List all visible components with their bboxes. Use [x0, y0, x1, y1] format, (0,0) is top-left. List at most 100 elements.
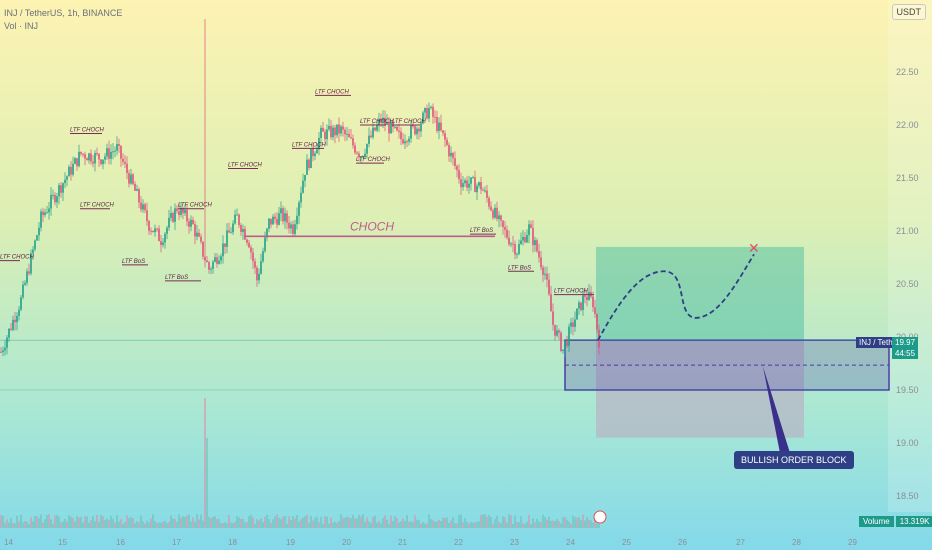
volume-bar: [160, 522, 162, 528]
ltf-label: LTF CHOCH: [315, 89, 349, 95]
candle-body: [208, 262, 210, 270]
volume-bar: [572, 515, 574, 528]
candle-body: [34, 240, 36, 250]
volume-bar: [252, 517, 254, 528]
volume-bar: [286, 523, 288, 528]
volume-bar: [512, 523, 514, 528]
volume-bar: [472, 522, 474, 528]
symbol-price-badge: INJ / TetherUS: [856, 337, 914, 348]
volume-bar: [538, 521, 540, 528]
candle-body: [460, 179, 462, 188]
volume-bar: [66, 521, 68, 528]
volume-bar: [464, 518, 466, 528]
candle-body: [496, 207, 498, 220]
candle-body: [230, 232, 232, 234]
candle-body: [570, 322, 572, 327]
candle-body: [42, 211, 44, 216]
volume-bar: [158, 522, 160, 528]
volume-bar: [366, 517, 368, 528]
volume-bar: [224, 522, 226, 528]
candle-body: [408, 138, 410, 142]
candle-body: [452, 152, 454, 159]
candle-body: [58, 185, 60, 197]
candle-body: [216, 257, 218, 264]
volume-bar: [566, 519, 568, 528]
candle-body: [582, 295, 584, 311]
candle-body: [276, 218, 278, 225]
candle-body: [416, 128, 418, 135]
candle-body: [146, 210, 148, 222]
candle-body: [314, 153, 316, 157]
candle-body: [210, 268, 212, 270]
candle-body: [112, 151, 114, 153]
volume-bar: [420, 523, 422, 528]
volume-bar: [148, 522, 150, 528]
ltf-label: LTF CHOCH: [554, 289, 588, 295]
candle-body: [572, 322, 574, 327]
candle-body: [368, 135, 370, 145]
candle-body: [560, 332, 562, 351]
volume-bar: [514, 515, 516, 528]
volume-bar: [46, 515, 48, 528]
candle-body: [304, 174, 306, 181]
volume-bar: [582, 514, 584, 528]
volume-bar: [112, 518, 114, 528]
candle-body: [262, 251, 264, 262]
volume-bar: [550, 520, 552, 528]
volume-bar: [590, 520, 592, 528]
candle-body: [338, 124, 340, 134]
volume-bar: [20, 514, 22, 528]
target-marker: ✕: [748, 240, 760, 256]
candle-body: [100, 159, 102, 165]
volume-bar: [374, 515, 376, 528]
candle-body: [332, 127, 334, 138]
y-tick-label: 19.00: [896, 438, 919, 448]
volume-bar: [372, 517, 374, 528]
candle-body: [20, 297, 22, 310]
candle-body: [26, 271, 28, 283]
volume-bar: [516, 522, 518, 528]
candle-body: [166, 227, 168, 234]
volume-bar: [96, 514, 98, 528]
candle-body: [204, 256, 206, 261]
candle-body: [232, 223, 234, 233]
volume-bar: [438, 519, 440, 528]
candle-body: [142, 204, 144, 210]
volume-bar: [316, 516, 318, 528]
candle-body: [566, 341, 568, 346]
candle-body: [340, 126, 342, 134]
ltf-label: LTF CHOCH: [178, 203, 212, 209]
volume-bar: [214, 516, 216, 528]
volume-bar: [494, 519, 496, 528]
volume-bar: [0, 514, 2, 528]
candle-body: [72, 163, 74, 175]
candle-body: [348, 133, 350, 138]
candle-body: [88, 153, 90, 161]
currency-label[interactable]: USDT: [891, 4, 926, 20]
candle-body: [188, 221, 190, 227]
volume-bar: [564, 516, 566, 528]
volume-bar: [18, 521, 20, 528]
candle-body: [180, 207, 182, 215]
volume-bar: [80, 516, 82, 528]
volume-bar: [274, 516, 276, 528]
candle-body: [162, 242, 164, 246]
candle-body: [44, 212, 46, 216]
volume-bar: [510, 515, 512, 528]
candle-body: [6, 337, 8, 348]
volume-bar: [188, 514, 190, 528]
candle-body: [174, 208, 176, 222]
ltf-label: LTF CHOCH: [392, 119, 426, 125]
volume-bar: [226, 523, 228, 528]
candle-body: [286, 213, 288, 223]
volume-bar: [588, 519, 590, 528]
candle-body: [86, 158, 88, 161]
x-tick-label: 17: [172, 538, 181, 547]
candle-body: [592, 296, 594, 308]
candle-body: [274, 216, 276, 219]
volume-bar: [174, 518, 176, 528]
volume-bar: [218, 518, 220, 528]
volume-bar: [108, 520, 110, 528]
